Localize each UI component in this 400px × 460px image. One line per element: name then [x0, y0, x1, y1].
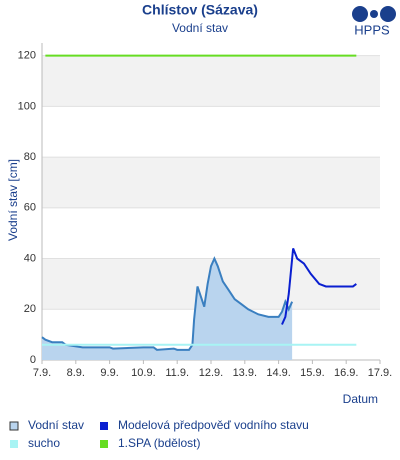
x-tick-label: 11.9. — [165, 367, 189, 379]
x-tick-label: 15.9. — [300, 367, 324, 379]
legend-label: 1.SPA (bdělost) — [118, 436, 201, 450]
y-tick-label: 60 — [24, 202, 36, 214]
legend-marker — [100, 440, 108, 448]
x-tick-label: 10.9. — [131, 367, 155, 379]
y-tick-label: 20 — [24, 303, 36, 315]
x-tick-label: 17.9. — [368, 367, 392, 379]
series-line — [41, 256, 294, 351]
x-tick-label: 12.9. — [199, 367, 223, 379]
y-tick-label: 120 — [18, 50, 36, 62]
area — [42, 258, 293, 360]
y-axis-label: Vodní stav [cm] — [6, 159, 20, 241]
logo-dot — [370, 10, 378, 18]
logo-dot — [380, 6, 396, 22]
chart-title: Chlístov (Sázava) — [142, 2, 258, 18]
legend-marker — [100, 422, 108, 430]
x-tick-label: 14.9. — [266, 367, 290, 379]
chart-subtitle: Vodní stav — [172, 21, 228, 35]
y-tick-label: 0 — [30, 354, 36, 366]
x-tick-label: 9.9. — [100, 367, 118, 379]
legend-label: sucho — [28, 436, 60, 450]
logo-dot — [352, 6, 368, 22]
x-axis-label: Datum — [343, 392, 378, 406]
legend-marker — [9, 421, 19, 431]
series-line — [281, 248, 357, 325]
logo-text: HPPS — [354, 22, 390, 37]
grid-band — [42, 157, 380, 208]
y-tick-label: 100 — [18, 100, 36, 112]
grid-band — [42, 55, 380, 107]
y-tick-label: 80 — [24, 151, 36, 163]
x-tick-label: 7.9. — [33, 367, 51, 379]
x-tick-label: 16.9. — [334, 367, 358, 379]
legend-label: Vodní stav — [28, 418, 84, 432]
x-tick-label: 8.9. — [67, 367, 85, 379]
y-tick-label: 40 — [24, 252, 36, 264]
x-tick-label: 13.9. — [233, 367, 257, 379]
legend-marker — [10, 440, 18, 448]
legend-label: Modelová předpověď vodního stavu — [118, 418, 309, 432]
